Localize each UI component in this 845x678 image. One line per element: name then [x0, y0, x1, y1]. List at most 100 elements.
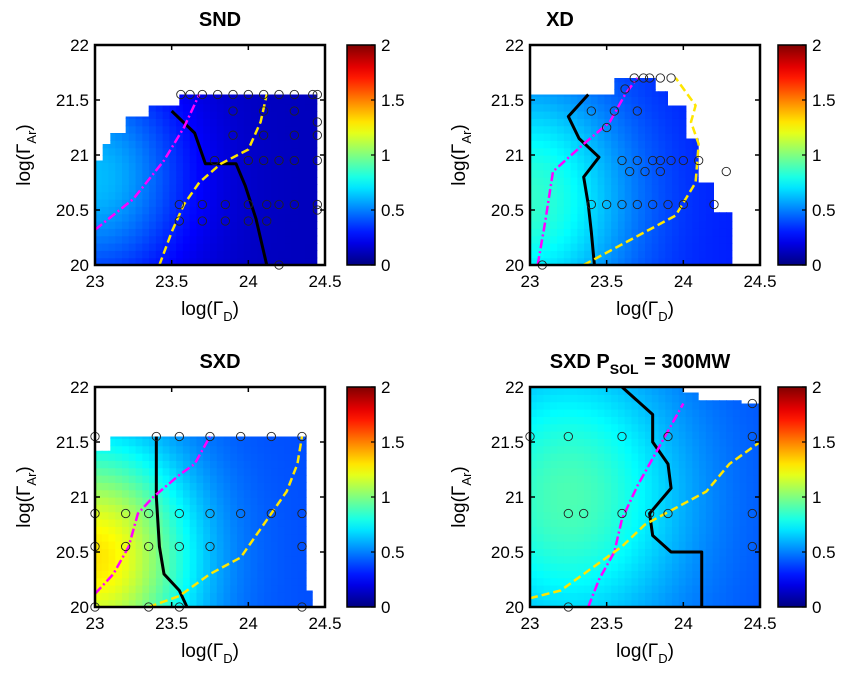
heat-cell	[570, 155, 578, 163]
heat-cell	[284, 162, 292, 171]
heat-cell	[712, 445, 721, 454]
heat-cell	[142, 155, 150, 163]
heat-cell	[203, 592, 211, 601]
heat-cell	[570, 387, 578, 395]
heat-cell	[530, 155, 538, 163]
data-point	[259, 130, 269, 140]
heat-cell	[631, 409, 639, 417]
heat-cell	[169, 199, 177, 207]
heat-cell	[216, 221, 225, 229]
heat-cell	[732, 445, 741, 454]
heat-cell	[128, 184, 137, 193]
heat-cell	[705, 81, 714, 90]
heat-cell	[598, 60, 605, 68]
heat-cell	[536, 199, 545, 207]
heat-cell	[598, 52, 605, 60]
heat-cell	[631, 599, 639, 607]
heat-cell	[230, 52, 237, 60]
heat-cell	[617, 526, 626, 535]
heat-cell	[108, 482, 116, 491]
heat-cell	[264, 67, 271, 75]
heat-cell	[190, 82, 197, 90]
y-tick-label: 21.5	[56, 91, 89, 110]
heat-cell	[169, 585, 177, 593]
heat-cell	[726, 431, 734, 439]
heat-cell	[291, 94, 299, 97]
data-point	[648, 199, 658, 210]
heat-cell	[678, 140, 687, 149]
heat-cell	[590, 387, 599, 395]
heat-cell	[590, 199, 599, 207]
heat-cell	[563, 78, 572, 83]
heat-cell	[631, 96, 639, 105]
heat-cell	[251, 416, 258, 424]
heat-cell	[726, 497, 734, 505]
heat-cell	[530, 489, 538, 498]
heat-cell	[611, 213, 619, 222]
y-axis-label-subscript: Ar	[459, 472, 474, 486]
heat-cell	[563, 577, 572, 586]
heat-cell	[570, 431, 578, 439]
heat-cell	[570, 511, 578, 520]
heat-cell	[250, 133, 258, 141]
heat-cell	[604, 147, 612, 156]
heat-cell	[631, 526, 639, 535]
heat-cell	[685, 177, 693, 185]
x-tick-label: 24.5	[308, 614, 341, 633]
heat-cell	[584, 155, 592, 163]
heat-cell	[604, 401, 612, 410]
heat-cell	[658, 221, 666, 229]
heat-cell	[264, 228, 272, 237]
heat-cell	[645, 548, 653, 557]
heat-cell	[739, 519, 748, 527]
heat-cell	[149, 570, 157, 579]
heat-cell	[189, 96, 198, 105]
heat-cell	[577, 570, 585, 579]
heat-cell	[155, 467, 164, 476]
heat-cell	[115, 482, 123, 491]
colorbar-tick-label: 1	[381, 146, 390, 165]
heat-cell	[297, 541, 306, 549]
heat-cell	[271, 52, 278, 60]
heat-cell	[304, 438, 313, 447]
heat-cell	[176, 475, 184, 483]
heat-cell	[732, 555, 741, 564]
heat-cell	[726, 81, 733, 90]
heat-cell	[550, 541, 558, 549]
heat-cell	[624, 125, 633, 134]
heat-cell	[631, 401, 639, 410]
heat-cell	[270, 103, 279, 112]
heat-cell	[149, 140, 157, 149]
heat-cell	[685, 103, 693, 112]
panel-1: 23 23.5 24 24.52020.52121.522SNDlog(ΓD)log(…	[14, 9, 405, 324]
heat-cell	[237, 409, 244, 417]
heat-cell	[216, 453, 225, 461]
heat-cell	[590, 235, 599, 244]
heat-cell	[712, 526, 721, 535]
heat-cell	[631, 191, 639, 200]
heat-cell	[277, 221, 286, 229]
heat-cell	[624, 96, 633, 105]
heat-cell	[678, 133, 687, 141]
heat-cell	[726, 475, 734, 483]
heat-cell	[223, 511, 231, 520]
heat-cell	[230, 497, 238, 505]
heat-cell	[557, 504, 565, 513]
heat-cell	[746, 416, 754, 425]
heat-cell	[284, 221, 292, 229]
heat-cell	[243, 133, 252, 141]
heat-cell	[719, 78, 727, 83]
heat-cell	[257, 213, 265, 222]
heat-cell	[95, 162, 103, 171]
heat-cell	[590, 599, 599, 607]
heat-cell	[297, 162, 306, 171]
heat-cell	[101, 206, 110, 215]
heat-cell	[719, 519, 727, 527]
heat-cell	[584, 416, 592, 425]
heat-cell	[101, 250, 110, 259]
heat-cell	[665, 394, 673, 403]
heat-cell	[732, 585, 741, 593]
heat-cell	[726, 155, 733, 163]
heat-cell	[101, 184, 110, 193]
data-point	[185, 89, 195, 100]
